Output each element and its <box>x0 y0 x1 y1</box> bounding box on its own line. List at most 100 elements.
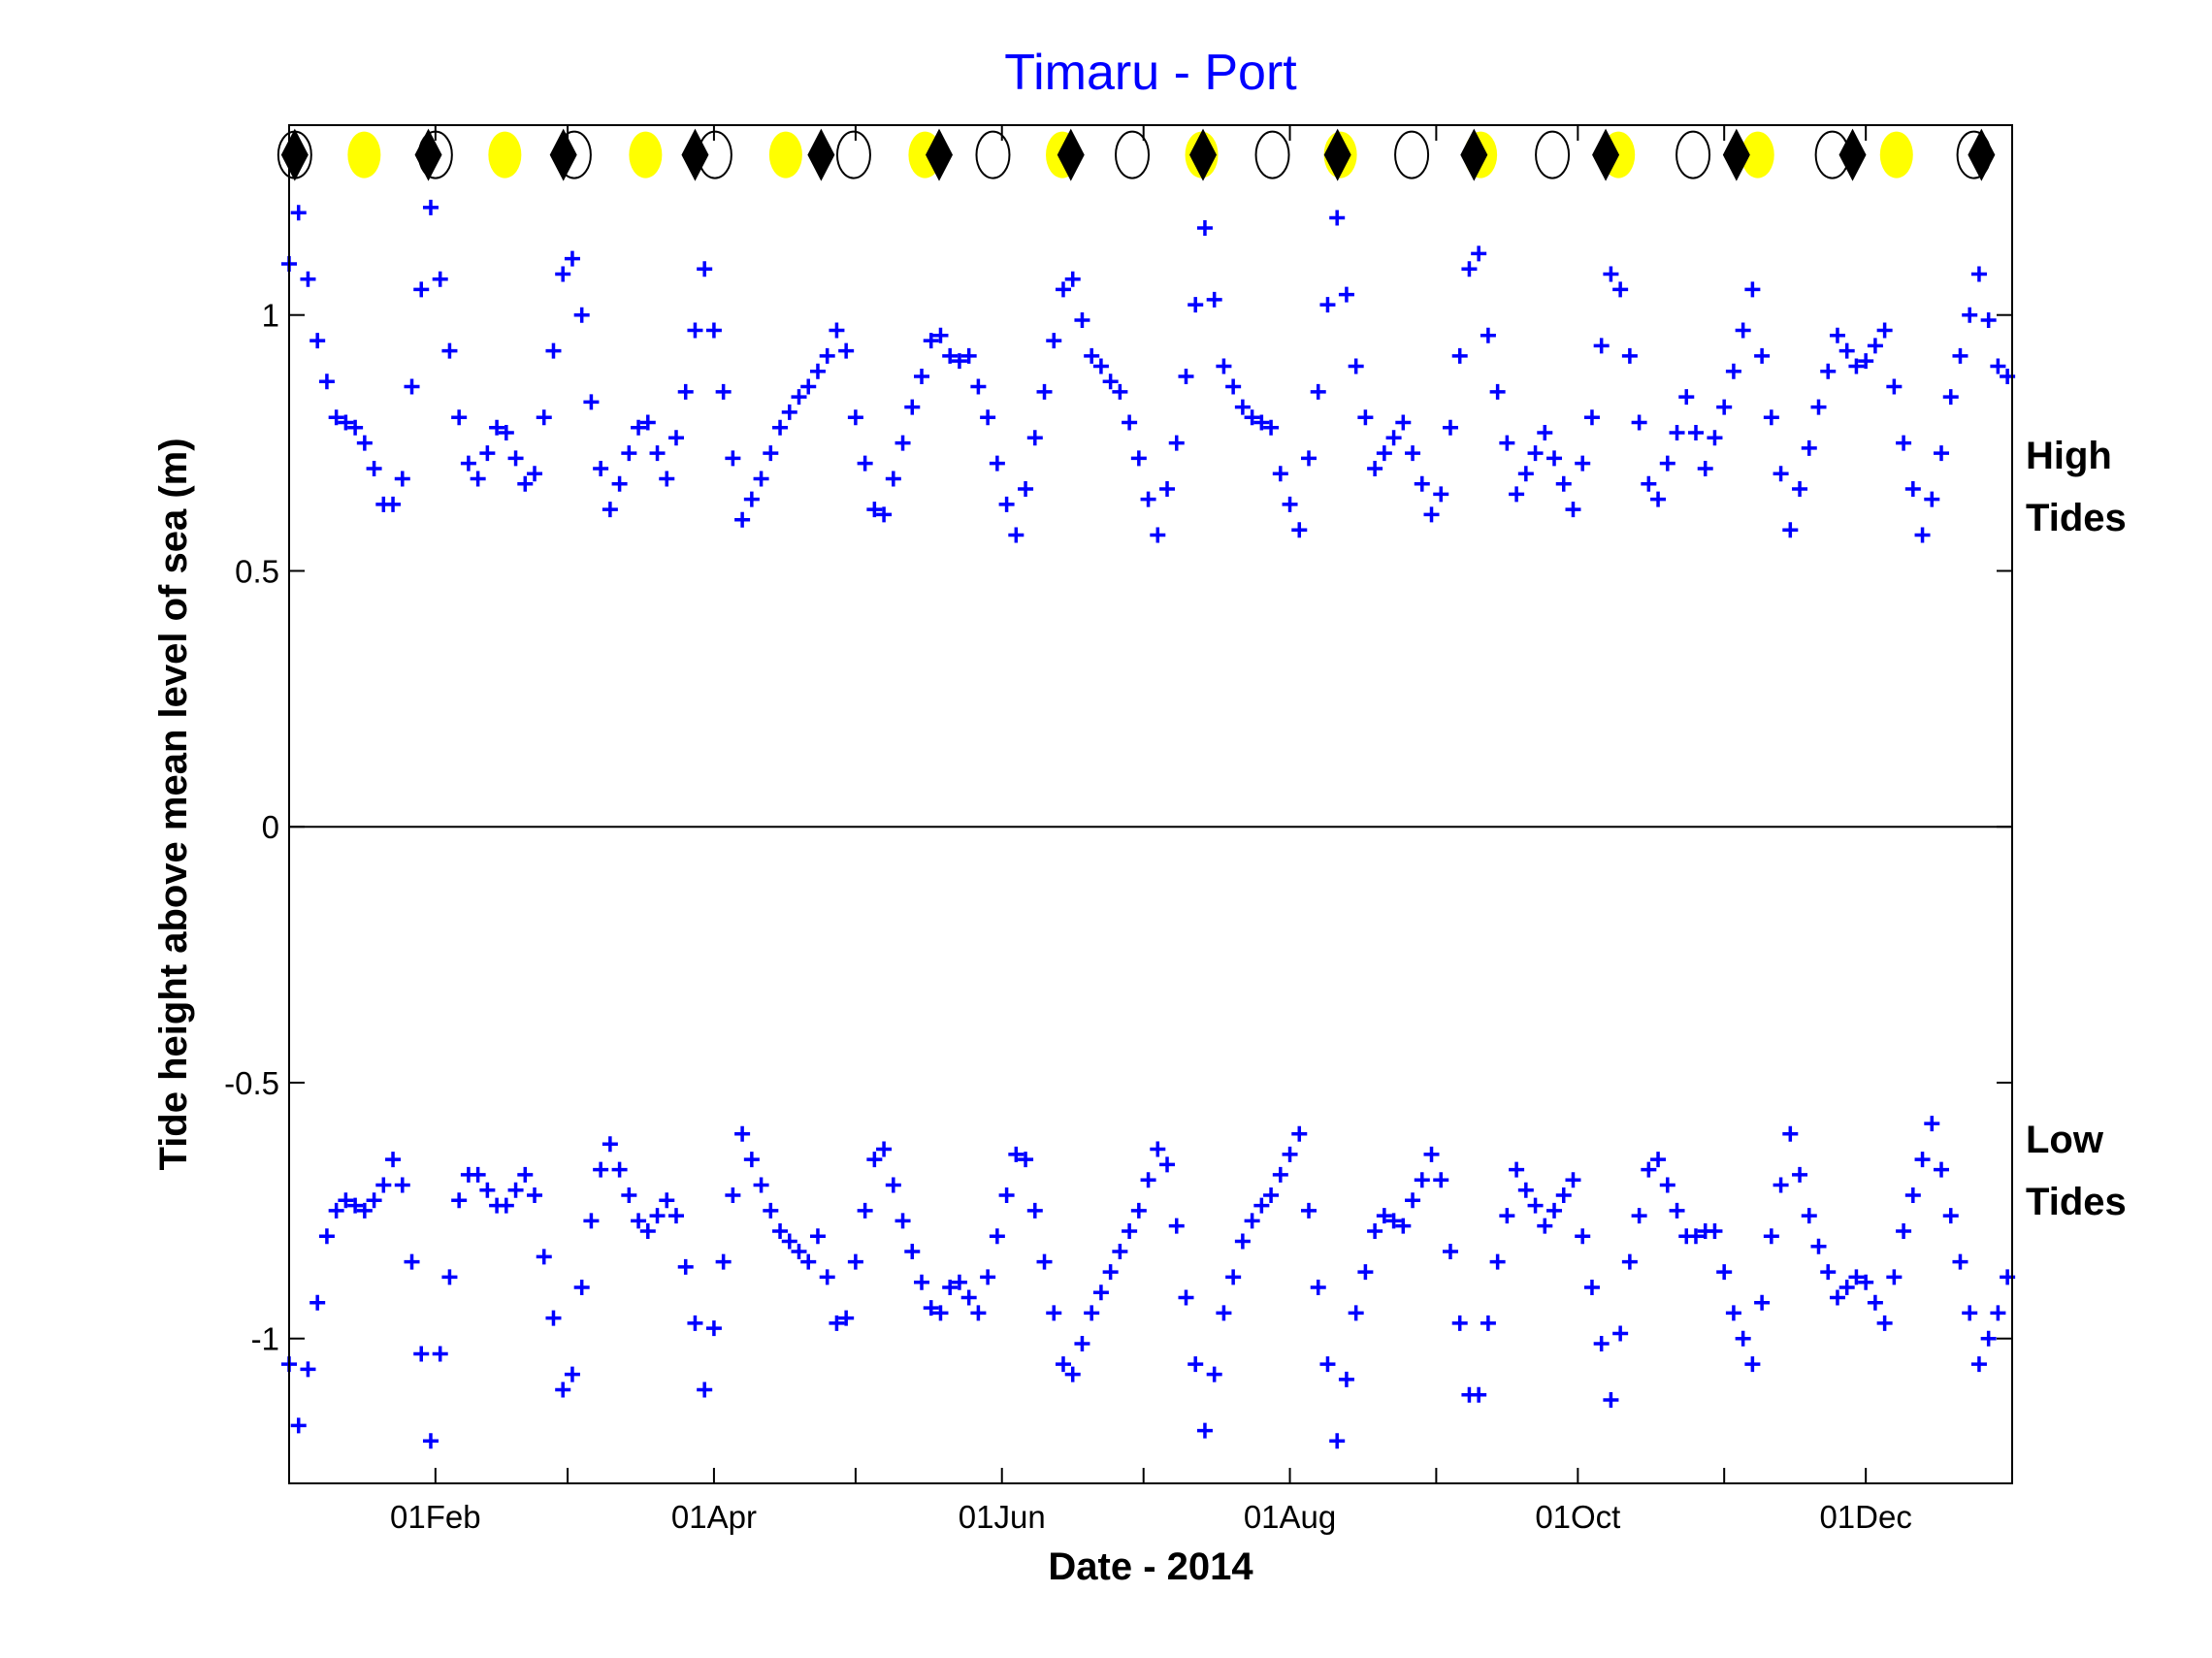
low-tide-point <box>1687 1228 1704 1245</box>
low-tide-point <box>1829 1289 1845 1306</box>
high-tide-point <box>838 342 855 359</box>
perigee-marker <box>1057 128 1085 181</box>
high-tide-point <box>677 383 694 400</box>
high-tide-point <box>743 491 760 507</box>
high-tide-point <box>1886 378 1903 395</box>
low-tide-point <box>611 1161 628 1178</box>
perigee-marker <box>807 128 835 181</box>
x-tick-label: 01Dec <box>1819 1499 1911 1535</box>
high-tide-point <box>1659 455 1675 471</box>
high-tide-point <box>460 455 476 471</box>
low-tide-point <box>1744 1356 1761 1373</box>
high-tide-point <box>876 506 893 523</box>
low-tide-point <box>942 1279 959 1295</box>
low-tide-point <box>1471 1386 1487 1403</box>
high-tide-point <box>1575 455 1591 471</box>
low-tide-point <box>1763 1228 1779 1245</box>
low-tide-point <box>1064 1366 1081 1382</box>
low-tide-point <box>1509 1161 1525 1178</box>
high-tide-point <box>1451 347 1468 364</box>
low-tide-point <box>422 1433 439 1449</box>
high-tide-point <box>1754 347 1771 364</box>
high-tide-point <box>649 445 666 462</box>
high-tide-point <box>1338 286 1354 303</box>
low-tide-point <box>923 1300 939 1317</box>
low-tide-point <box>1405 1192 1421 1209</box>
low-tide-point <box>1867 1294 1883 1311</box>
low-tide-point <box>1669 1202 1685 1219</box>
high-tide-point <box>593 460 609 476</box>
low-tide-point <box>366 1192 382 1209</box>
high-tide-point <box>1348 358 1364 374</box>
high-tide-point <box>1773 466 1789 482</box>
high-tide-point <box>791 389 807 406</box>
high-tide-point <box>1725 363 1741 379</box>
high-tide-point <box>1527 445 1544 462</box>
high-tide-point <box>1499 435 1515 451</box>
low-tide-point <box>1122 1222 1138 1239</box>
low-tide-point <box>1659 1177 1675 1193</box>
low-tide-point <box>687 1315 703 1331</box>
low-tide-point <box>1272 1166 1288 1183</box>
high-tide-point <box>366 460 382 476</box>
low-tide-point <box>1282 1146 1298 1162</box>
high-tide-point <box>847 409 863 426</box>
low-tide-point <box>1112 1244 1128 1260</box>
low-tide-point <box>697 1382 713 1398</box>
high-tide-point <box>1546 450 1563 467</box>
low-tide-point <box>1206 1366 1222 1382</box>
x-axis-label: Date - 2014 <box>1048 1545 1253 1588</box>
high-tide-point <box>1018 481 1034 498</box>
high-tide-point <box>300 271 316 287</box>
y-axis-label: Tide height above mean level of sea (m) <box>152 438 195 1170</box>
high-tide-point <box>536 409 552 426</box>
low-tide-point <box>1612 1325 1629 1342</box>
high-tide-point <box>489 419 505 436</box>
low-tide-point <box>536 1249 552 1265</box>
low-tide-point <box>1225 1269 1242 1285</box>
low-tide-point <box>753 1177 769 1193</box>
low-tide-point <box>1641 1161 1657 1178</box>
low-tide-point <box>451 1192 468 1209</box>
low-tide-point <box>1782 1125 1799 1142</box>
low-tide-point <box>1876 1315 1893 1331</box>
high-tide-point <box>309 333 326 349</box>
new-moon-marker <box>975 130 1011 179</box>
low-tide-point <box>819 1269 835 1285</box>
high-tide-point <box>763 445 779 462</box>
high-tide-point <box>507 450 524 467</box>
low-tide-point <box>914 1274 930 1290</box>
high-tide-point <box>1395 414 1412 431</box>
low-tide-point <box>290 1417 307 1434</box>
high-tide-point <box>1782 522 1799 538</box>
high-tide-point <box>1036 383 1053 400</box>
high-tide-point <box>1112 383 1128 400</box>
low-tide-point <box>1934 1161 1950 1178</box>
high-tide-point <box>1442 419 1458 436</box>
high-tide-point <box>1876 322 1893 339</box>
high-tide-point <box>705 322 722 339</box>
high-tide-point <box>857 455 873 471</box>
high-tide-point <box>1489 383 1506 400</box>
high-tide-point <box>1744 281 1761 298</box>
high-tide-point <box>659 471 675 487</box>
high-tide-point <box>1612 281 1629 298</box>
high-tide-point <box>1225 378 1242 395</box>
high-tide-point <box>621 445 637 462</box>
low-tides-label-line2: Tides <box>2026 1181 2127 1223</box>
low-tide-point <box>631 1213 647 1229</box>
high-tide-point <box>1858 353 1874 370</box>
low-tide-point <box>564 1366 580 1382</box>
low-tide-point <box>1555 1187 1572 1204</box>
low-tide-point <box>1263 1187 1280 1204</box>
high-tide-point <box>895 435 911 451</box>
high-tide-point <box>725 450 741 467</box>
high-tides-label-line2: Tides <box>2026 497 2127 539</box>
high-tide-point <box>1583 409 1600 426</box>
low-tide-point <box>404 1253 420 1270</box>
low-tide-point <box>781 1233 797 1250</box>
low-tide-point <box>385 1152 402 1168</box>
y-tick-label: -0.5 <box>224 1065 279 1101</box>
high-tide-point <box>1593 338 1610 354</box>
high-tide-point <box>1716 399 1733 415</box>
